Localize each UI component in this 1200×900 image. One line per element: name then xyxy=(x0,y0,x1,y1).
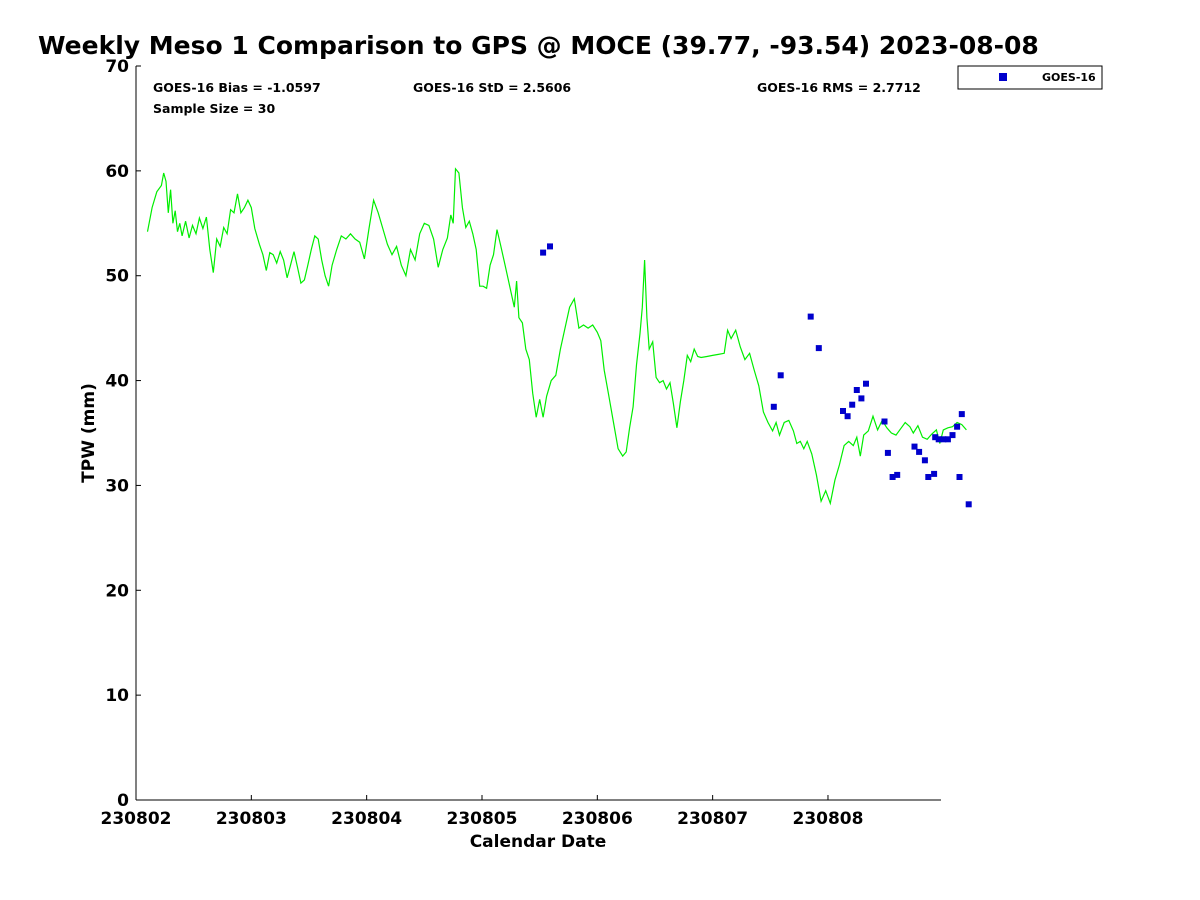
x-axis-ticks: 230802 230803 230804 230805 230806 230807 2308… xyxy=(101,795,863,829)
x-tick-label: 230804 xyxy=(331,809,402,829)
goes-16-point xyxy=(840,408,846,414)
gps-tpw-line xyxy=(146,167,967,506)
bias-stat: GOES-16 Bias = -1.0597 xyxy=(153,80,321,95)
goes-16-point xyxy=(777,372,784,379)
goes-16-point xyxy=(770,403,777,410)
x-tick-label: 230806 xyxy=(562,809,633,829)
goes-16-point xyxy=(954,423,961,430)
goes-16-point xyxy=(940,436,947,443)
y-tick-label: 60 xyxy=(105,162,129,182)
legend-label-goes-16: GOES-16 xyxy=(1042,71,1096,84)
goes-16-point xyxy=(932,434,939,441)
goes-16-point xyxy=(965,501,972,508)
gps-series-layer xyxy=(146,167,967,506)
goes-16-point xyxy=(815,345,822,352)
goes-16-point xyxy=(807,313,814,320)
goes-16-point xyxy=(547,243,553,250)
rms-stat: GOES-16 RMS = 2.7712 xyxy=(757,80,921,95)
goes-16-point xyxy=(858,395,865,402)
legend-marker-goes-16 xyxy=(999,73,1007,81)
y-tick-label: 30 xyxy=(105,476,129,496)
y-tick-label: 40 xyxy=(105,372,129,392)
y-axis-ticks: 0 10 20 30 40 50 60 70 xyxy=(105,57,141,811)
y-axis-label: TPW (mm) xyxy=(79,383,99,483)
legend-box xyxy=(957,65,1103,90)
goes-16-series-layer xyxy=(540,243,972,508)
x-tick-label: 230803 xyxy=(216,809,287,829)
std-stat: GOES-16 StD = 2.5606 xyxy=(413,80,571,95)
x-axis-label: Calendar Date xyxy=(470,832,607,852)
goes-16-point xyxy=(911,443,918,450)
x-tick-label: 230805 xyxy=(446,809,517,829)
sample-size-stat: Sample Size = 30 xyxy=(153,101,275,116)
legend: GOES-16 xyxy=(957,65,1103,90)
goes-16-point xyxy=(540,249,547,256)
goes-16-point xyxy=(849,401,856,408)
goes-16-point xyxy=(944,436,951,443)
goes-16-point xyxy=(853,387,860,393)
goes-16-point xyxy=(844,413,851,420)
x-tick-label: 230807 xyxy=(677,809,748,829)
goes-16-point xyxy=(889,474,896,480)
y-tick-label: 20 xyxy=(105,581,129,601)
goes-16-point xyxy=(958,411,965,418)
goes-16-point xyxy=(916,448,923,455)
x-tick-label: 230802 xyxy=(101,809,172,829)
goes-16-point xyxy=(884,449,891,456)
goes-16-point xyxy=(956,474,963,480)
y-tick-label: 70 xyxy=(105,57,129,77)
goes-16-point xyxy=(931,470,938,477)
goes-16-point xyxy=(935,436,942,443)
goes-16-point xyxy=(925,474,932,480)
y-tick-label: 50 xyxy=(105,267,129,287)
goes-16-point xyxy=(921,457,928,464)
chart-title: Weekly Meso 1 Comparison to GPS @ MOCE (… xyxy=(38,31,1039,60)
y-tick-label: 10 xyxy=(105,686,129,706)
y-tick-label: 0 xyxy=(117,791,129,811)
x-tick-label: 230808 xyxy=(792,809,863,829)
goes-16-point xyxy=(894,471,901,478)
goes-16-point xyxy=(881,418,888,425)
goes-16-point xyxy=(949,432,956,439)
goes-16-point xyxy=(863,380,869,387)
